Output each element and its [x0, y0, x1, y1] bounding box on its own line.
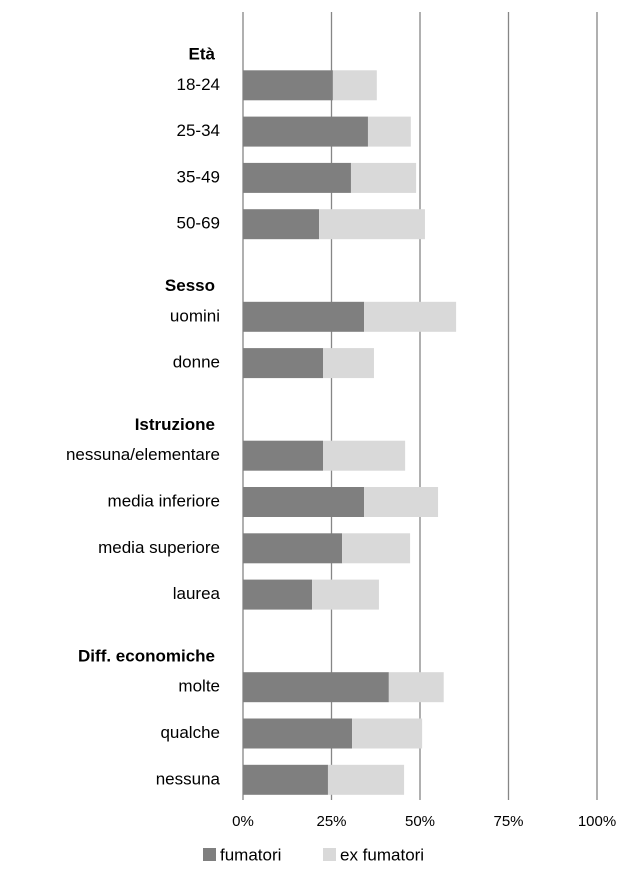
- x-tick-label: 75%: [493, 813, 523, 830]
- bar: [243, 116, 368, 147]
- bar: [350, 162, 417, 193]
- y-tick-label: nessuna: [156, 769, 221, 788]
- bar: [342, 533, 411, 564]
- bar: [243, 579, 313, 610]
- bar: [327, 764, 405, 795]
- bar: [243, 209, 320, 240]
- bar: [319, 209, 425, 240]
- bar: [243, 764, 328, 795]
- bar: [312, 579, 379, 610]
- legend-swatch: [323, 848, 336, 861]
- bar: [243, 718, 353, 749]
- group-label: Diff. economiche: [78, 646, 215, 665]
- y-tick-label: 50-69: [177, 214, 220, 233]
- y-tick-label: media inferiore: [108, 491, 220, 510]
- y-tick-label: uomini: [170, 306, 220, 325]
- y-tick-label: 18-24: [177, 75, 220, 94]
- y-tick-label: donne: [173, 353, 220, 372]
- bar: [364, 301, 457, 332]
- bar: [323, 440, 406, 471]
- y-tick-label: qualche: [160, 723, 220, 742]
- x-tick-label: 100%: [578, 813, 616, 830]
- y-tick-label: molte: [178, 677, 220, 696]
- legend-swatch: [203, 848, 216, 861]
- bar: [243, 70, 333, 101]
- bar: [243, 301, 365, 332]
- y-tick-label: 25-34: [177, 121, 220, 140]
- bar: [323, 348, 374, 379]
- bar: [352, 718, 423, 749]
- y-tick-label: laurea: [173, 584, 221, 603]
- bar: [243, 348, 324, 379]
- group-label: Istruzione: [135, 415, 215, 434]
- legend-label: fumatori: [220, 845, 281, 864]
- bar: [332, 70, 377, 101]
- bar: [243, 672, 389, 703]
- bar: [367, 116, 411, 147]
- bar: [243, 440, 324, 471]
- y-tick-label: nessuna/elementare: [66, 445, 220, 464]
- group-label: Età: [189, 44, 216, 63]
- bar: [388, 672, 444, 703]
- y-tick-label: 35-49: [177, 167, 220, 186]
- bar: [364, 487, 439, 517]
- group-label: Sesso: [165, 276, 215, 295]
- x-tick-label: 25%: [316, 813, 346, 830]
- bar: [243, 162, 351, 193]
- x-tick-label: 50%: [405, 813, 435, 830]
- x-tick-label: 0%: [232, 813, 254, 830]
- bar: [243, 533, 343, 564]
- legend-label: ex fumatori: [340, 845, 424, 864]
- y-tick-label: media superiore: [98, 538, 220, 557]
- bar: [243, 487, 365, 517]
